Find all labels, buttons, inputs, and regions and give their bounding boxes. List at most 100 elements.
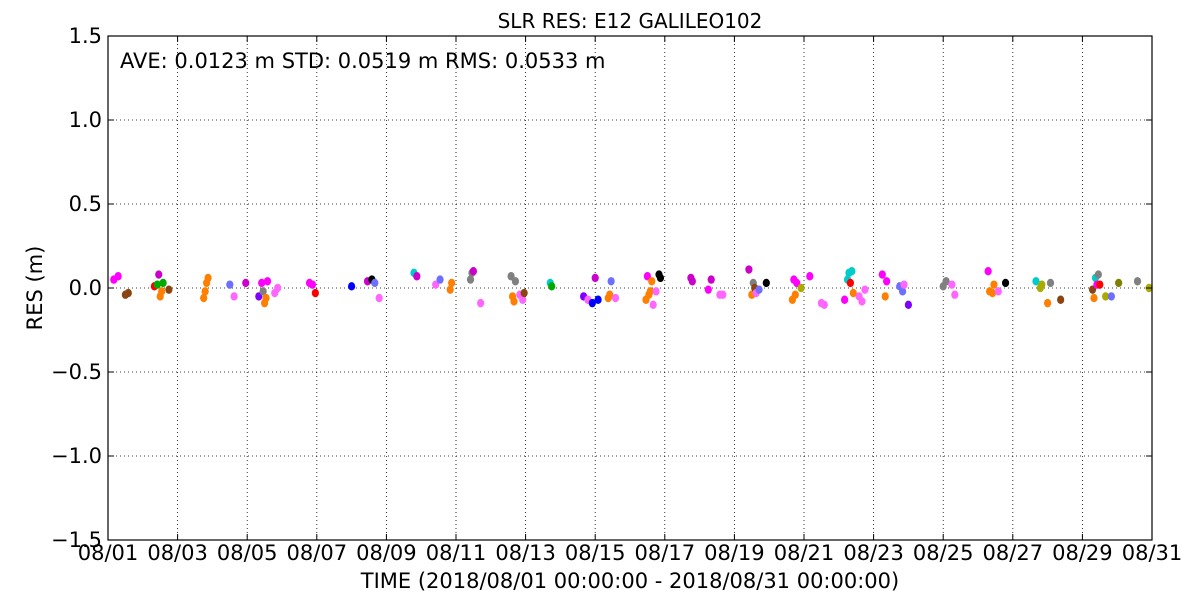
data-point (990, 280, 998, 289)
data-point (1090, 293, 1098, 303)
data-point (114, 272, 122, 281)
data-point (984, 267, 992, 276)
data-point (1038, 280, 1046, 289)
data-point (1107, 292, 1115, 301)
data-point (848, 267, 856, 276)
y-tick-label: 0.0 (69, 276, 102, 300)
data-point (124, 288, 132, 298)
x-tick-label: 08/09 (356, 541, 417, 565)
data-point (797, 283, 805, 293)
data-point (1032, 277, 1040, 286)
data-points (110, 265, 1153, 309)
x-tick-label: 08/25 (913, 541, 974, 565)
data-point (1115, 278, 1123, 288)
data-point (520, 288, 528, 298)
data-point (988, 288, 997, 298)
y-tick-label: −1.0 (51, 444, 102, 468)
data-point (951, 290, 959, 299)
data-point (942, 277, 950, 286)
data-point (745, 265, 753, 274)
data-point (201, 287, 209, 296)
data-point (861, 285, 869, 294)
x-axis-label: TIME (2018/08/01 00:00:00 - 2018/08/31 0… (360, 569, 899, 593)
x-tick-label: 08/01 (78, 541, 139, 565)
data-point (1001, 278, 1010, 288)
data-point (688, 277, 696, 286)
y-tick-label: 1.0 (69, 108, 102, 132)
data-point (707, 275, 715, 284)
x-tick-label: 08/17 (635, 541, 696, 565)
data-point (646, 287, 654, 296)
data-point (878, 270, 886, 279)
data-point (846, 278, 855, 288)
data-point (348, 282, 356, 291)
data-point (849, 288, 857, 298)
data-point (755, 285, 763, 294)
x-tick-label: 08/13 (495, 541, 556, 565)
data-point (1044, 298, 1052, 308)
data-point (606, 290, 614, 299)
data-point (611, 293, 620, 303)
data-point (656, 273, 665, 283)
plot-area (108, 36, 1152, 540)
data-point (204, 273, 212, 283)
data-point (153, 280, 161, 289)
data-point (1094, 270, 1102, 279)
data-point (242, 278, 250, 288)
data-point (262, 293, 270, 303)
data-point (883, 277, 891, 286)
data-point (165, 285, 173, 294)
data-point (375, 293, 383, 303)
data-point (948, 280, 956, 289)
data-point (899, 287, 907, 296)
data-point (259, 287, 267, 296)
data-point (591, 273, 599, 283)
data-point (994, 287, 1002, 296)
data-point (413, 272, 421, 281)
data-point (762, 278, 770, 288)
data-point (904, 300, 913, 309)
y-axis-label: RES (m) (23, 246, 47, 331)
y-tick-label: −1.5 (51, 528, 102, 552)
data-point (1102, 292, 1110, 301)
data-point (1046, 278, 1055, 288)
data-point (719, 290, 727, 299)
data-point (519, 295, 527, 304)
data-point (1133, 277, 1142, 286)
data-point (648, 277, 656, 286)
y-tick-label: −0.5 (51, 360, 102, 384)
data-point (436, 275, 444, 284)
x-tick-label: 08/23 (843, 541, 904, 565)
data-point (446, 285, 454, 294)
x-tick-label: 08/15 (565, 541, 626, 565)
data-point (607, 277, 615, 286)
data-point (704, 285, 712, 294)
data-point (469, 267, 477, 276)
y-tick-label: 0.5 (69, 192, 102, 216)
data-point (466, 275, 475, 284)
data-point (159, 278, 167, 288)
data-point (226, 280, 234, 289)
data-point (510, 297, 518, 306)
data-point (881, 292, 889, 301)
data-point (155, 270, 163, 279)
data-point (594, 295, 602, 304)
data-point (274, 283, 282, 293)
data-point (1096, 280, 1104, 289)
x-tick-label: 08/07 (287, 541, 348, 565)
stats-annotation: AVE: 0.0123 m STD: 0.0519 m RMS: 0.0533 … (120, 49, 605, 73)
data-point (158, 287, 166, 296)
data-point (548, 282, 556, 291)
data-point (820, 300, 828, 309)
data-point (900, 280, 908, 289)
data-point (263, 277, 272, 286)
x-tick-label: 08/05 (217, 541, 278, 565)
data-point (311, 288, 319, 298)
data-point (371, 278, 379, 288)
data-point (858, 297, 866, 306)
x-tick-label: 08/29 (1052, 541, 1113, 565)
data-point (1057, 295, 1065, 304)
data-point (806, 272, 814, 281)
chart-title: SLR RES: E12 GALILEO102 (498, 9, 763, 33)
